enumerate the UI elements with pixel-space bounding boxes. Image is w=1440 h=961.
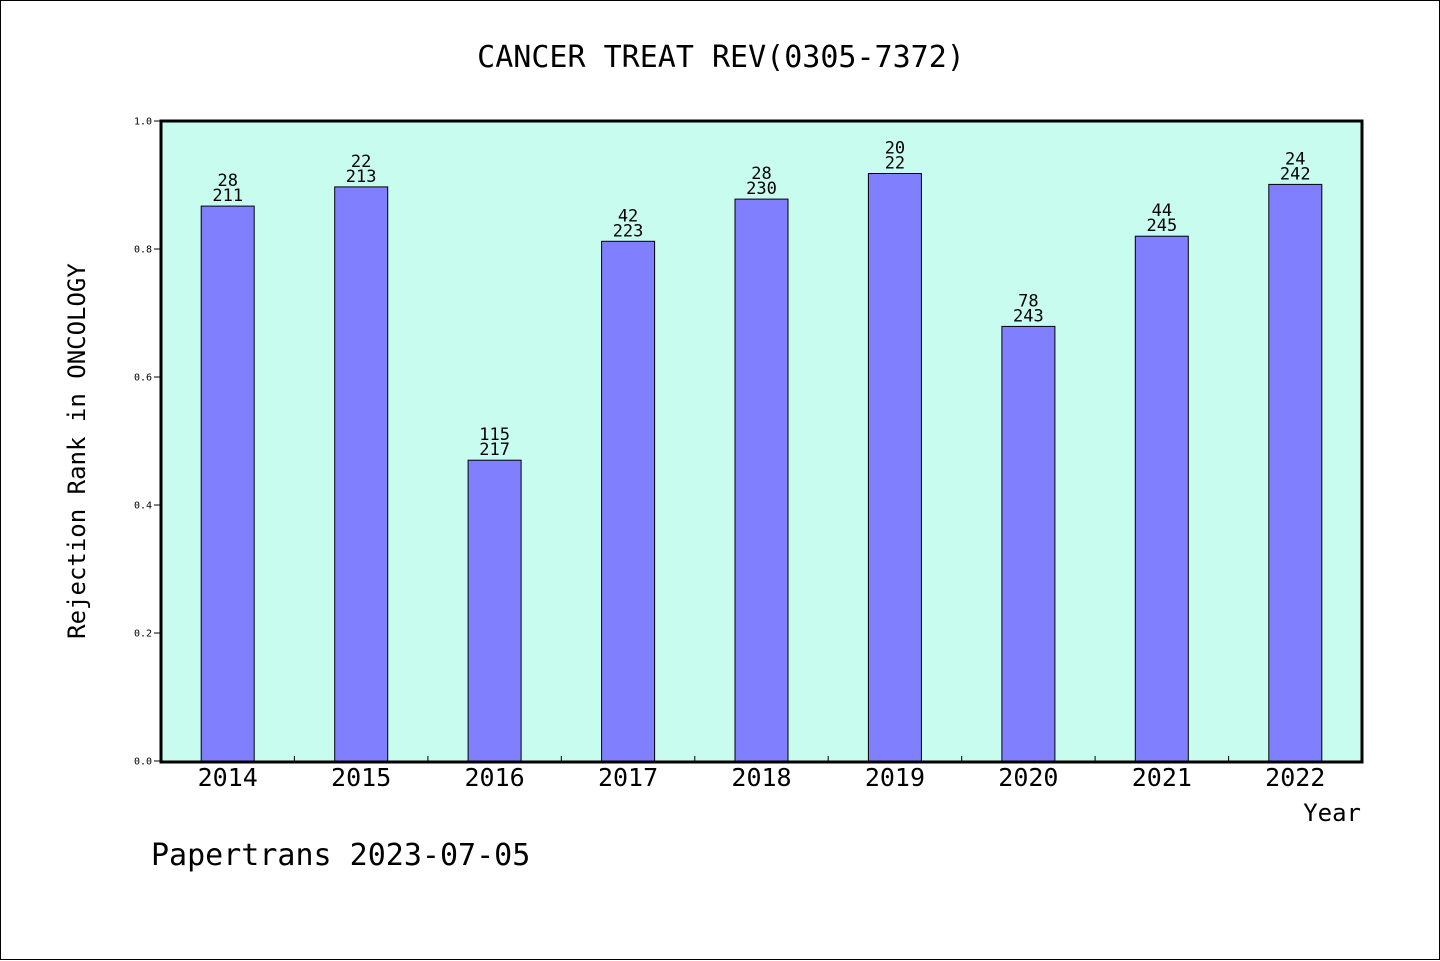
- bar-label-top-2017: 42: [618, 206, 638, 226]
- plot-border: [159, 119, 1364, 764]
- bar-label-bottom-2016: 217: [479, 440, 510, 460]
- y-axis-label: Rejection Rank in ONCOLOGY: [63, 263, 91, 639]
- bar-2017: [601, 240, 656, 762]
- x-tick-label-2016: 2016: [465, 763, 525, 792]
- bar-label-top-2020: 78: [1018, 291, 1038, 311]
- y-tick-label-3: 0.6: [134, 373, 152, 384]
- x-tick-label-2018: 2018: [731, 763, 791, 792]
- bars-layer: [200, 173, 1323, 762]
- footer-credit: Papertrans 2023-07-05: [151, 838, 530, 873]
- y-tick-label-1: 0.2: [134, 629, 152, 640]
- x-axis: 2014 2015 2016 2017 2018 2019 2020 2021 2022: [198, 756, 1325, 792]
- bar-label-bottom-2017: 223: [613, 221, 644, 241]
- bar-2020: [1001, 325, 1056, 762]
- y-axis: 0.0 0.2 0.4 0.6 0.8 1.0: [134, 117, 161, 768]
- chart-title: CANCER TREAT REV(0305-7372): [477, 40, 965, 75]
- bar-label-top-2015: 22: [351, 152, 371, 172]
- bar-2022: [1268, 183, 1323, 762]
- bar-2016: [467, 459, 522, 762]
- bar-label-top-2018: 28: [751, 164, 771, 184]
- bar-label-bottom-2022: 242: [1280, 164, 1311, 184]
- x-tick-label-2021: 2021: [1132, 763, 1192, 792]
- bar-2015: [334, 186, 389, 762]
- bar-label-bottom-2015: 213: [346, 167, 377, 187]
- bar-label-top-2021: 44: [1152, 201, 1172, 221]
- bar-label-bottom-2021: 245: [1146, 216, 1177, 236]
- bar-label-bottom-2020: 243: [1013, 306, 1044, 326]
- x-tick-label-2022: 2022: [1265, 763, 1325, 792]
- x-tick-label-2020: 2020: [998, 763, 1058, 792]
- bar-label-top-2016: 115: [479, 425, 510, 445]
- x-tick-label-2015: 2015: [331, 763, 391, 792]
- bar-2018: [734, 198, 789, 762]
- bar-2019: [867, 173, 922, 762]
- y-tick-label-5: 1.0: [134, 117, 152, 128]
- bar-label-bottom-2014: 211: [212, 186, 243, 206]
- x-tick-label-2014: 2014: [198, 763, 258, 792]
- bar-label-top-2019: 20: [885, 139, 905, 159]
- bar-labels-layer: 2821122213115217422232823020227824344245…: [212, 139, 1310, 461]
- bar-label-top-2014: 28: [217, 171, 237, 191]
- bar-label-top-2022: 24: [1285, 149, 1305, 169]
- bar-2021: [1134, 235, 1189, 762]
- bar-2014: [200, 205, 255, 762]
- y-tick-label-2: 0.4: [134, 501, 152, 512]
- y-tick-label-4: 0.8: [134, 245, 152, 256]
- bar-label-bottom-2018: 230: [746, 179, 777, 199]
- y-tick-label-0: 0.0: [134, 757, 152, 768]
- x-axis-label: Year: [1303, 799, 1361, 827]
- x-tick-label-2017: 2017: [598, 763, 658, 792]
- x-tick-label-2019: 2019: [865, 763, 925, 792]
- bar-label-bottom-2019: 22: [885, 154, 905, 174]
